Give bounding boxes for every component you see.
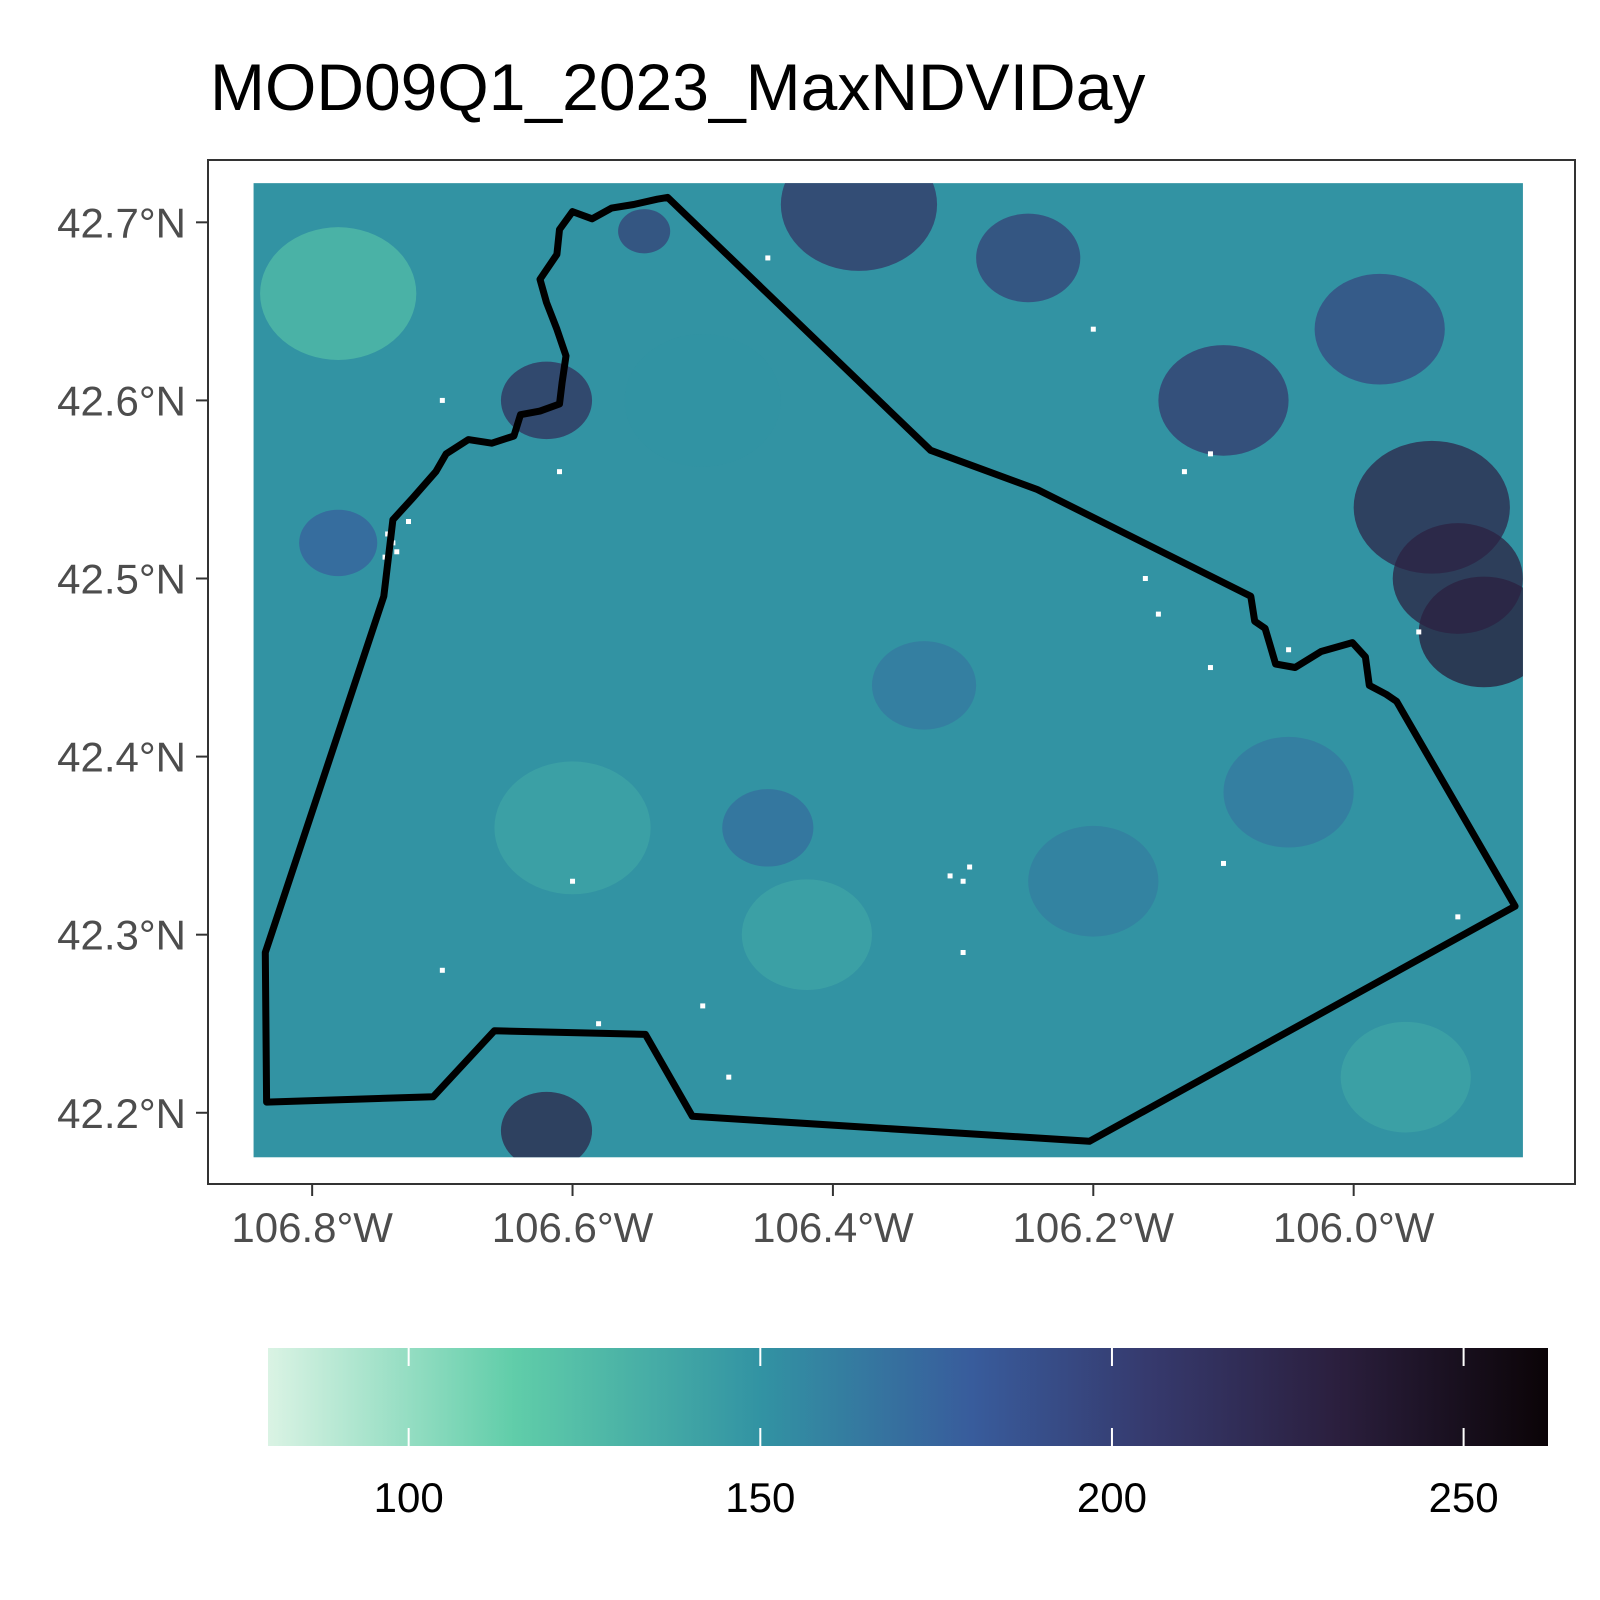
raster-patches [260,183,1523,1158]
raster-patch [1392,523,1523,634]
map-title: MOD09Q1_2023_MaxNDVIDay [210,50,1145,124]
raster-nodata-pixel [960,878,966,884]
raster-nodata-pixel [1286,647,1292,653]
raster-patch [871,641,977,730]
y-tick-label: 42.4°N [57,734,186,781]
raster-nodata-pixel [1220,860,1226,866]
raster-nodata-pixel [1142,576,1148,582]
raster-patch [260,227,417,360]
y-tick-label: 42.6°N [57,377,186,424]
ndvi-raster [253,183,1523,1158]
raster-patch [618,209,671,254]
raster-nodata-pixel [557,469,563,475]
raster-patch [500,361,593,440]
x-tick-label: 106.2°W [1013,1204,1175,1251]
raster-patch [1028,825,1159,937]
raster-nodata-pixel [439,967,445,973]
raster-nodata-pixel [765,255,771,261]
raster-nodata-pixel [967,864,973,870]
raster-nodata-pixel [1155,611,1161,617]
x-tick-label: 106.8°W [231,1204,393,1251]
x-axis: 106.8°W 106.6°W 106.4°W 106.2°W 106.0°W [231,1184,1435,1251]
raster-nodata-pixel [394,549,400,555]
raster-nodata-pixel [960,949,966,955]
raster-nodata-pixel [700,1003,706,1009]
raster-nodata-pixel [1090,326,1096,332]
raster-nodata-pixel [1207,451,1213,457]
raster-nodata-pixel [596,1021,602,1027]
raster-patch [494,761,651,895]
colorbar-tick-label: 200 [1077,1474,1147,1521]
raster-patch [1340,1021,1471,1133]
raster-nodata-pixel [570,878,576,884]
y-tick-label: 42.5°N [57,556,186,603]
raster-patch [1223,736,1354,848]
panel-border [207,159,1576,1185]
y-tick-label: 42.2°N [57,1090,186,1137]
colorbar-gradient [268,1348,1548,1446]
raster-patch [1158,345,1289,456]
raster-nodata-pixel [385,531,391,537]
colorbar-ticks: 100 150 200 250 [374,1348,1499,1521]
colorbar-tick-label: 150 [725,1474,795,1521]
raster-patch [299,509,378,577]
x-tick-label: 106.0°W [1273,1204,1435,1251]
raster-patch [780,183,938,271]
raster-patch [1314,273,1445,385]
study-area-boundary [261,193,1519,1145]
raster-nodata-pixel [1181,469,1187,475]
raster-nodata-pixel [1207,665,1213,671]
colorbar-tick-label: 100 [374,1474,444,1521]
colorbar-tick-label: 250 [1429,1474,1499,1521]
raster-nodata-pixel [405,519,411,525]
raster-nodata-pixel [1455,914,1461,920]
raster-patch [624,334,781,467]
y-axis: 42.7°N 42.6°N 42.5°N 42.4°N 42.3°N 42.2°N [57,199,208,1137]
raster-patch [722,789,814,867]
x-tick-label: 106.6°W [492,1204,654,1251]
raster-patch [500,1091,593,1158]
colorbar-legend: 100 150 200 250 [268,1348,1548,1521]
raster-nodata-pixel [726,1074,732,1080]
raster-nodata-pixel [947,873,953,879]
y-tick-label: 42.7°N [57,199,186,246]
raster-nodata-pixel [1416,629,1422,635]
raster-patch [741,879,872,991]
y-tick-label: 42.3°N [57,912,186,959]
raster-patch [976,213,1081,303]
raster-nodata-pixel [439,397,445,403]
x-tick-label: 106.4°W [752,1204,914,1251]
